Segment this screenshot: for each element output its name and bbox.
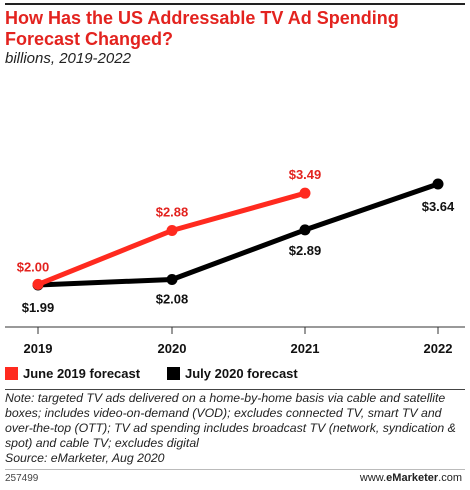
chart-id: 257499 bbox=[5, 473, 39, 484]
legend-label: June 2019 forecast bbox=[23, 366, 141, 381]
data-label: $2.08 bbox=[156, 291, 189, 306]
data-label: $2.89 bbox=[289, 243, 322, 258]
brand-suffix: .com bbox=[438, 472, 462, 484]
data-point bbox=[299, 224, 311, 236]
legend-label: July 2020 forecast bbox=[185, 366, 298, 381]
x-axis: 2019 2020 2021 2022 bbox=[5, 326, 465, 356]
brand-logo[interactable]: www.eMarketer.com bbox=[360, 472, 462, 484]
chart-title: How Has the US Addressable TV Ad Spendin… bbox=[5, 8, 399, 49]
divider bbox=[5, 389, 465, 390]
x-tick-label: 2019 bbox=[24, 341, 53, 356]
data-label: $2.00 bbox=[17, 259, 50, 274]
note-text: Note: targeted TV ads delivered on a hom… bbox=[5, 391, 456, 450]
footer-rule bbox=[5, 469, 465, 470]
brand-name: eMarketer bbox=[386, 472, 439, 484]
legend-swatch-red bbox=[5, 367, 18, 380]
legend-item-july-2020: July 2020 forecast bbox=[167, 366, 298, 381]
x-tick-label: 2021 bbox=[291, 341, 320, 356]
data-point bbox=[432, 178, 444, 190]
data-point bbox=[166, 225, 178, 237]
top-rule bbox=[5, 3, 465, 5]
data-label: $1.99 bbox=[22, 300, 55, 315]
footnote: Note: targeted TV ads delivered on a hom… bbox=[5, 391, 465, 466]
data-label: $3.64 bbox=[422, 199, 455, 214]
x-tick-label: 2022 bbox=[424, 341, 453, 356]
x-tick-label: 2020 bbox=[158, 341, 187, 356]
series-group bbox=[32, 178, 444, 291]
brand-prefix: www. bbox=[359, 472, 387, 484]
series-line-july-2020 bbox=[35, 181, 441, 288]
data-point bbox=[299, 187, 311, 199]
chart-subtitle: billions, 2019-2022 bbox=[5, 50, 131, 67]
line-chart: 2019 2020 2021 2022 $1.99 $2.08 $2.89 $3.64 $2.… bbox=[5, 167, 465, 356]
data-point bbox=[166, 273, 178, 285]
legend-swatch-black bbox=[167, 367, 180, 380]
data-label: $2.88 bbox=[156, 205, 189, 220]
data-point bbox=[32, 278, 44, 290]
data-labels: $1.99 $2.08 $2.89 $3.64 $2.00 $2.88 $3.49 bbox=[17, 167, 455, 315]
source-text: Source: eMarketer, Aug 2020 bbox=[5, 451, 165, 465]
legend-item-june-2019: June 2019 forecast bbox=[5, 366, 140, 381]
legend: June 2019 forecast July 2020 forecast bbox=[5, 366, 465, 382]
data-label: $3.49 bbox=[289, 167, 322, 182]
